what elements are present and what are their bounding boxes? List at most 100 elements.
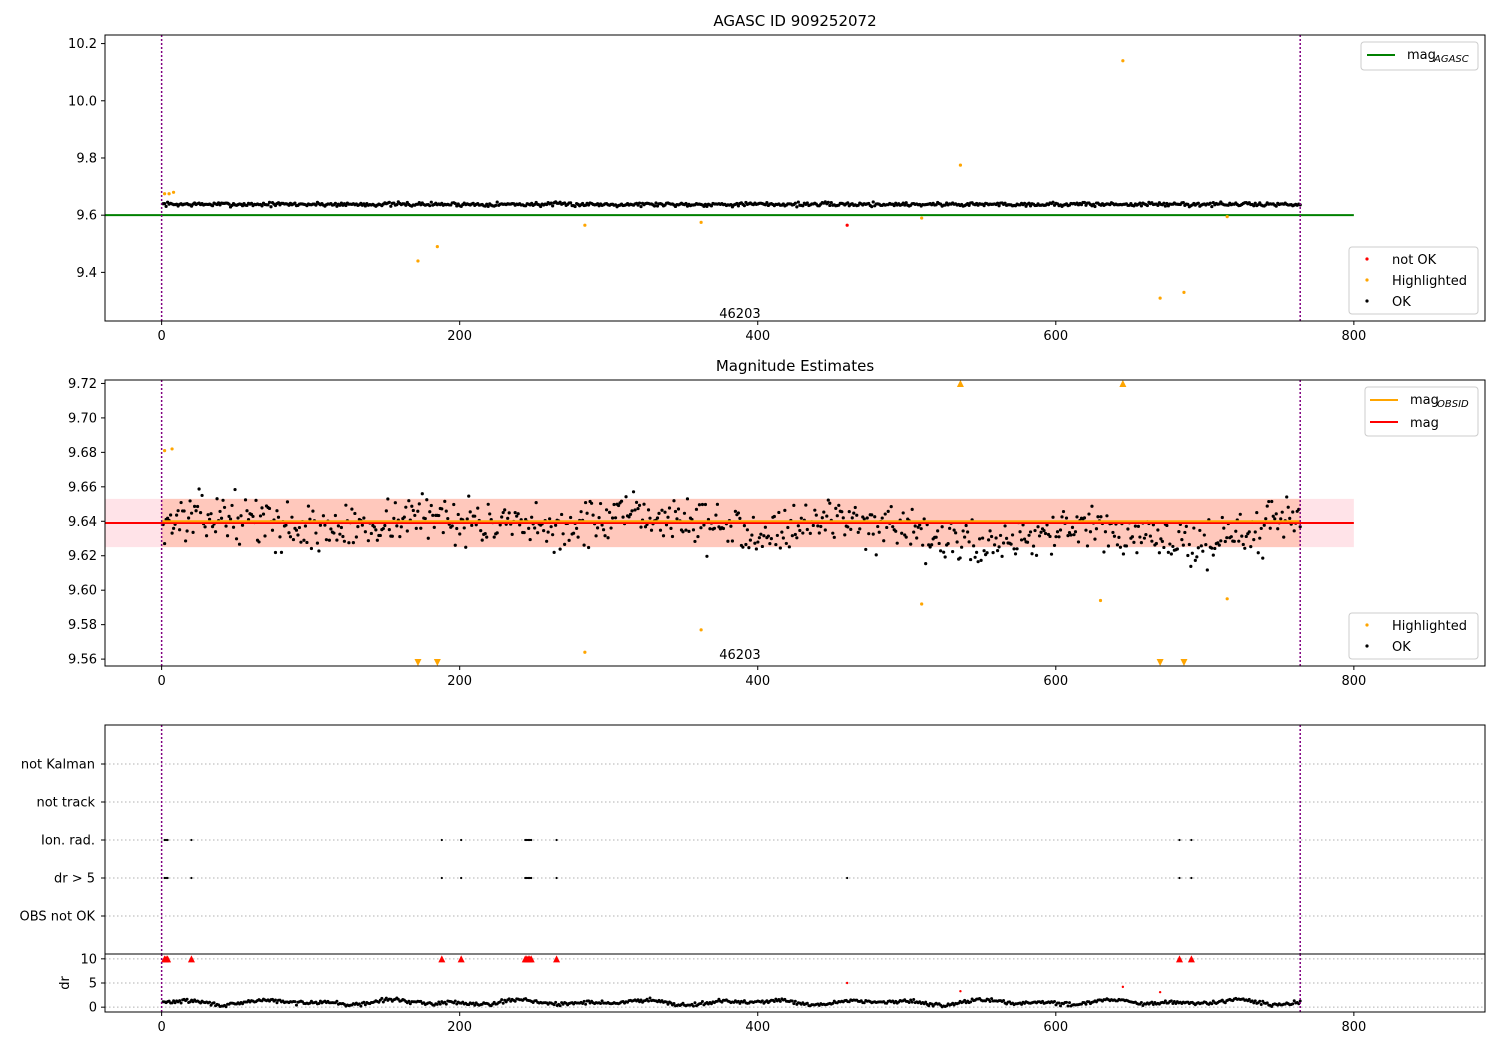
ok-point: [518, 523, 522, 527]
ok-point: [1220, 515, 1224, 520]
ok-point: [587, 999, 591, 1003]
flag-point: [530, 876, 533, 880]
flag-point: [1178, 838, 1181, 842]
ok-point: [647, 999, 651, 1003]
ok-point: [1012, 547, 1016, 551]
y-tick-label: 0: [89, 1001, 97, 1016]
ok-point: [853, 505, 857, 510]
ok-point: [1057, 1001, 1061, 1005]
ok-point: [852, 511, 856, 515]
ok-point: [867, 532, 871, 536]
ok-point: [646, 508, 651, 512]
y-axis-label-dr: dr: [58, 976, 73, 990]
ok-point: [928, 545, 932, 549]
ok-point: [513, 999, 517, 1003]
ok-point: [1216, 541, 1220, 545]
ok-point: [425, 498, 429, 502]
ok-point: [778, 999, 782, 1003]
not-ok-clipped-marker: [438, 955, 446, 963]
ok-point: [237, 542, 242, 546]
flag-point: [440, 838, 443, 842]
ok-point: [673, 509, 678, 514]
ok-point: [1183, 530, 1187, 535]
ok-point: [170, 531, 174, 535]
ok-point: [811, 523, 815, 528]
ok-point: [943, 555, 947, 559]
flag-point: [555, 876, 558, 880]
ok-point: [1286, 505, 1290, 509]
ok-point: [195, 504, 200, 509]
not-ok-point: [845, 981, 849, 985]
ok-point: [597, 516, 601, 520]
ok-point: [654, 201, 658, 205]
ok-point: [783, 508, 787, 512]
ok-point: [239, 514, 243, 518]
ok-point: [1088, 530, 1093, 534]
category-label: dr > 5: [54, 872, 95, 887]
ok-point: [1057, 535, 1061, 539]
ok-point: [1198, 528, 1202, 533]
ok-point: [222, 505, 227, 510]
ok-point: [332, 531, 336, 535]
ok-point: [224, 1005, 228, 1009]
ok-point: [407, 499, 411, 503]
ok-point: [891, 525, 895, 529]
ok-point: [913, 524, 917, 528]
ok-point: [903, 203, 907, 207]
ok-point: [756, 540, 760, 544]
ok-point: [1009, 542, 1013, 546]
ok-point: [314, 531, 318, 535]
ok-point: [341, 534, 345, 539]
ok-point: [892, 203, 896, 208]
ok-point: [696, 534, 700, 539]
ok-point: [1034, 553, 1039, 557]
ok-point: [423, 516, 427, 521]
ok-point: [500, 515, 504, 519]
ok-point: [455, 526, 459, 531]
ok-point: [870, 513, 874, 517]
ok-point: [1132, 540, 1136, 544]
ok-point: [832, 535, 836, 539]
legend-label-not-ok: not OK: [1392, 253, 1437, 268]
ok-point: [1199, 544, 1203, 548]
ok-point: [1265, 1001, 1269, 1005]
ok-point: [862, 517, 866, 521]
ok-point: [762, 534, 766, 538]
ok-point: [530, 515, 534, 519]
ok-point: [834, 506, 838, 510]
x-tick-label: 600: [1043, 674, 1068, 689]
ok-point: [1243, 546, 1247, 550]
highlighted-point: [1225, 597, 1229, 601]
ok-point: [1210, 1002, 1214, 1006]
ok-point: [895, 541, 899, 545]
ok-point: [1154, 541, 1158, 546]
ok-point: [561, 532, 565, 536]
ok-point: [585, 511, 589, 515]
ok-point: [765, 201, 769, 205]
ok-point: [1291, 1002, 1295, 1006]
ok-point: [630, 509, 634, 513]
ok-point: [874, 553, 878, 557]
ok-point: [1058, 528, 1063, 532]
ok-point: [507, 511, 511, 515]
ok-point: [930, 543, 934, 547]
legend-marker-highlighted: [1365, 278, 1369, 282]
ok-point: [1052, 543, 1057, 548]
x-tick-label: 400: [745, 1020, 770, 1035]
ok-point: [1165, 201, 1169, 206]
ok-point: [1298, 525, 1302, 529]
ok-point: [1148, 534, 1152, 538]
ok-point: [363, 204, 367, 208]
ok-point: [826, 498, 830, 502]
legend-marker-ok: [1365, 644, 1369, 648]
ok-point: [1253, 530, 1257, 534]
ok-point: [850, 516, 854, 520]
ok-point: [419, 526, 423, 530]
ok-point: [321, 514, 326, 518]
ok-point: [473, 514, 477, 518]
ok-point: [179, 1001, 183, 1005]
ok-point: [317, 1001, 321, 1005]
ok-point: [1240, 534, 1244, 538]
ok-point: [733, 509, 738, 513]
ok-point: [1039, 530, 1043, 534]
